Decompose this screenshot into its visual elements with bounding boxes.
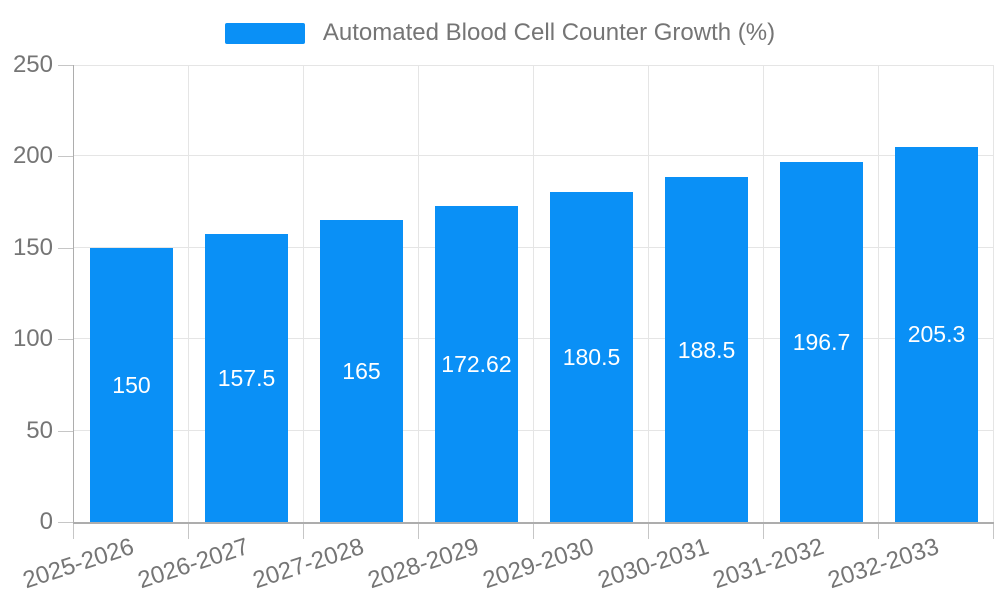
x-axis-label: 2032-2033 [824,533,942,595]
v-gridline [763,65,764,522]
bar-value-label: 172.62 [441,351,512,378]
h-gridline [74,155,994,157]
v-gridline [303,65,304,522]
x-axis-tick [418,524,419,539]
x-axis-tick [763,524,764,539]
x-axis-label: 2025-2026 [19,533,137,595]
y-axis-label: 250 [12,51,53,78]
y-axis-label: 50 [26,416,53,444]
x-axis-tick [73,524,74,539]
bar-2025-2026[interactable]: 150 [89,247,174,522]
x-axis-label: 2029-2030 [479,533,597,595]
x-axis-label: 2030-2031 [594,533,712,595]
x-axis-tick [878,524,879,539]
legend-swatch [224,22,305,44]
x-axis-tick [993,524,994,539]
bar-value-label: 150 [112,371,151,398]
y-axis-label: 100 [12,325,53,353]
bar-2031-2032[interactable]: 196.7 [779,162,864,522]
x-axis-tick [188,524,189,539]
x-axis-tick [648,524,649,539]
v-gridline [993,65,994,522]
y-axis-label: 150 [12,233,53,261]
bar-2027-2028[interactable]: 165 [319,220,404,522]
x-axis-label: 2027-2028 [249,533,367,595]
h-gridline [74,65,994,66]
bar-2030-2031[interactable]: 188.5 [664,177,749,522]
x-axis-tick [533,524,534,539]
bar-2026-2027[interactable]: 157.5 [204,234,289,522]
y-axis-tick [58,339,73,341]
v-gridline [418,65,419,522]
bar-value-label: 157.5 [217,365,276,392]
h-gridline [74,246,994,248]
y-axis-tick [58,522,73,523]
v-gridline [878,65,879,522]
x-axis-label: 2028-2029 [364,533,482,595]
bar-2029-2030[interactable]: 180.5 [549,192,634,522]
v-gridline [648,65,649,522]
bar-value-label: 196.7 [792,329,851,356]
y-axis-tick [58,65,73,66]
v-gridline [533,65,534,522]
legend-item[interactable]: Automated Blood Cell Counter Growth (%) [0,20,1000,46]
x-axis-label: 2031-2032 [709,533,827,595]
y-axis-tick [58,247,73,249]
bar-2032-2033[interactable]: 205.3 [894,146,979,522]
bar-value-label: 180.5 [562,344,621,370]
legend-label: Automated Blood Cell Counter Growth (%) [322,19,776,46]
bar-2028-2029[interactable]: 172.62 [434,206,519,522]
y-axis-tick [58,156,73,158]
x-axis-tick [303,524,304,539]
y-axis-label: 200 [12,142,53,170]
plot-area: 150 157.5 165 172.62 180.5 188.5 196.7 205.3 [73,65,994,524]
bar-value-label: 188.5 [677,336,736,363]
y-axis-tick [58,430,73,432]
h-gridline [74,429,994,431]
x-axis-label: 2026-2027 [134,533,252,595]
bar-value-label: 205.3 [907,321,966,348]
bar-value-label: 165 [342,358,381,385]
h-gridline [74,338,994,340]
y-axis-label: 0 [39,508,53,535]
v-gridline [188,65,189,522]
